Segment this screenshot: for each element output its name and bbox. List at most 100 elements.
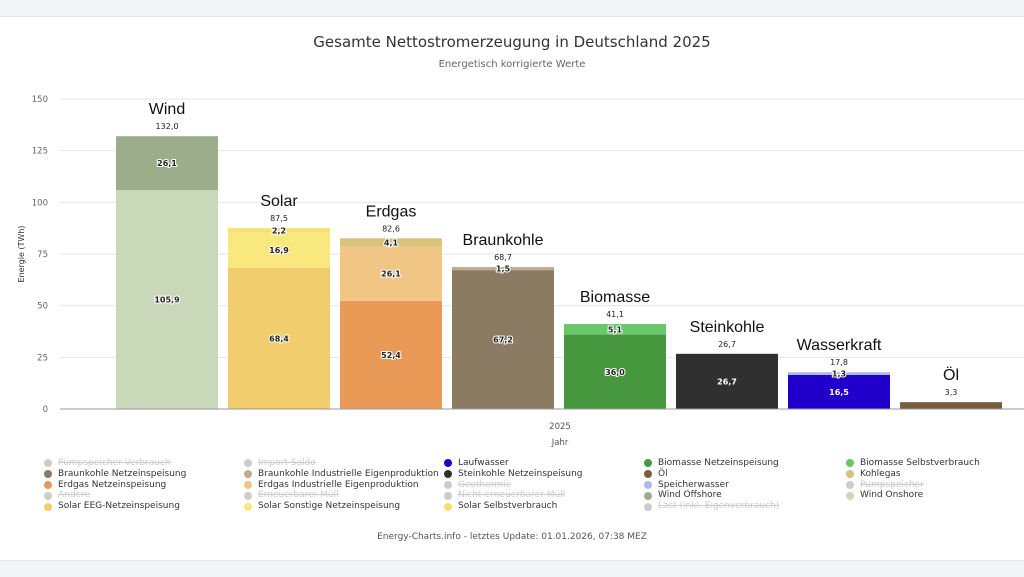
y-axis-label: Energie (TWh)	[17, 225, 26, 282]
legend-item[interactable]: Kohlegas	[846, 469, 1024, 480]
legend-marker-icon	[644, 502, 652, 511]
legend-label: Wind Onshore	[860, 490, 924, 501]
category-label: Erdgas	[366, 203, 417, 220]
legend-item[interactable]: Erneuerbarer Müll	[244, 490, 444, 501]
legend-label: Laufwasser	[458, 458, 509, 468]
legend-item[interactable]: Import Saldo	[244, 458, 444, 469]
legend-marker-icon	[846, 459, 854, 468]
legend-marker-icon	[846, 470, 854, 479]
data-label: 4,1	[384, 239, 399, 248]
legend-item[interactable]: Biomasse Selbstverbrauch	[846, 458, 1024, 469]
data-label: 1,3	[832, 370, 846, 379]
bar-segment[interactable]	[340, 300, 442, 409]
legend-item[interactable]: Solar EEG-Netzeinspeisung	[44, 501, 244, 512]
total-label: 87,5	[270, 214, 288, 223]
legend-marker-icon	[644, 491, 652, 500]
legend-item[interactable]: Pumpspeicher	[846, 480, 1024, 491]
legend-item[interactable]: Wind Onshore	[846, 490, 1024, 501]
bar-segment[interactable]	[788, 372, 890, 375]
legend-label: Pumpspeicher Verbrauch	[58, 458, 171, 468]
bar-segment[interactable]	[676, 353, 778, 409]
legend-marker-icon	[444, 502, 452, 511]
top-bar	[0, 0, 1024, 17]
bar-segment[interactable]	[228, 232, 330, 268]
bar-segment[interactable]	[228, 267, 330, 409]
legend-marker-icon	[444, 459, 452, 468]
total-label: 17,8	[830, 358, 848, 367]
total-label: 82,6	[382, 224, 400, 233]
total-label: 132,0	[156, 122, 179, 131]
bar-segment[interactable]	[564, 324, 666, 335]
category-label: Braunkohle	[463, 232, 544, 249]
total-label: 26,7	[718, 340, 736, 349]
chart-plot: 0 25 50 75 100 125 150 Energie (TWh) 105,9 26,1 13…	[17, 95, 1024, 448]
y-tick-label: 25	[37, 353, 48, 363]
bar-segment[interactable]	[452, 270, 554, 409]
bar-segment[interactable]	[228, 228, 330, 233]
legend-label: Braunkohle Netzeinspeisung	[58, 468, 187, 479]
legend-item[interactable]: Solar Selbstverbrauch	[444, 501, 644, 512]
data-label: 5,1	[608, 325, 623, 334]
legend-label: Solar Selbstverbrauch	[458, 501, 558, 512]
data-label: 105,9	[154, 296, 180, 305]
x-axis-label: Jahr	[551, 438, 569, 448]
legend-item[interactable]: Laufwasser	[444, 458, 644, 469]
bar-segment[interactable]	[116, 136, 218, 191]
legend-label: Braunkohle Industrielle Eigenproduktion	[258, 468, 439, 479]
chart-title: Gesamte Nettostromerzeugung in Deutschla…	[313, 33, 711, 51]
legend-label: Biomasse Selbstverbrauch	[860, 458, 980, 468]
legend-item[interactable]: Biomasse Netzeinspeisung	[644, 458, 846, 469]
bar-segment[interactable]	[452, 267, 554, 271]
bar-segment[interactable]	[340, 238, 442, 247]
legend-item[interactable]: Erdgas Netzeinspeisung	[44, 480, 244, 491]
legend-marker-icon	[644, 459, 652, 468]
data-label: 2,2	[272, 226, 286, 235]
legend-item[interactable]: Öl	[644, 469, 846, 480]
total-label: 3,3	[945, 388, 958, 397]
bar-segment[interactable]	[116, 190, 218, 409]
legend-label: Geothermie	[458, 479, 512, 490]
x-tick-label: 2025	[549, 422, 571, 432]
category-label: Wasserkraft	[797, 337, 882, 354]
legend-label: Wind Offshore	[658, 490, 722, 501]
legend-marker-icon	[44, 491, 52, 500]
legend-item[interactable]: Nicht-erneuerbarer Müll	[444, 490, 644, 501]
total-label: 68,7	[494, 253, 512, 262]
legend-item[interactable]: Last (inkl. Eigenverbrauch)	[644, 501, 846, 512]
legend-marker-icon	[444, 480, 452, 489]
category-label: Wind	[149, 101, 185, 118]
y-tick-label: 100	[32, 198, 48, 208]
data-label: 67,2	[493, 336, 513, 345]
bar-segment[interactable]	[788, 374, 890, 409]
y-tick-label: 150	[32, 95, 48, 105]
legend-marker-icon	[244, 459, 252, 468]
legend-label: Solar Sonstige Netzeinspeisung	[258, 501, 401, 512]
legend-label: Solar EEG-Netzeinspeisung	[58, 501, 180, 512]
legend-item[interactable]: Erdgas Industrielle Eigenproduktion	[244, 480, 444, 491]
legend-item[interactable]: Pumpspeicher Verbrauch	[44, 458, 244, 469]
legend-item[interactable]: Geothermie	[444, 480, 644, 491]
legend-label: Nicht-erneuerbarer Müll	[458, 490, 566, 501]
legend-marker-icon	[44, 480, 52, 489]
legend-item[interactable]: Steinkohle Netzeinspeisung	[444, 469, 644, 480]
legend: Pumpspeicher Verbrauch Import Saldo Laufwa…	[44, 458, 1024, 512]
legend-label: Speicherwasser	[658, 479, 729, 490]
data-label: 68,4	[269, 334, 289, 343]
legend-marker-icon	[44, 459, 52, 468]
bar-segment[interactable]	[564, 334, 666, 409]
legend-item[interactable]: Speicherwasser	[644, 480, 846, 491]
legend-label: Öl	[658, 468, 668, 479]
data-label: 36,0	[605, 368, 625, 377]
legend-item[interactable]: Braunkohle Netzeinspeisung	[44, 469, 244, 480]
bar-segment[interactable]	[900, 402, 1002, 409]
legend-item[interactable]: Solar Sonstige Netzeinspeisung	[244, 501, 444, 512]
y-tick-label: 0	[43, 405, 48, 415]
bar-segment[interactable]	[340, 246, 442, 301]
legend-label: Steinkohle Netzeinspeisung	[458, 468, 583, 479]
legend-marker-icon	[444, 491, 452, 500]
legend-item[interactable]: Braunkohle Industrielle Eigenproduktion	[244, 469, 444, 480]
data-label: 26,7	[717, 377, 737, 386]
legend-item[interactable]: Andere	[44, 490, 244, 501]
legend-item[interactable]: Wind Offshore	[644, 490, 846, 501]
total-label: 41,1	[606, 310, 624, 319]
